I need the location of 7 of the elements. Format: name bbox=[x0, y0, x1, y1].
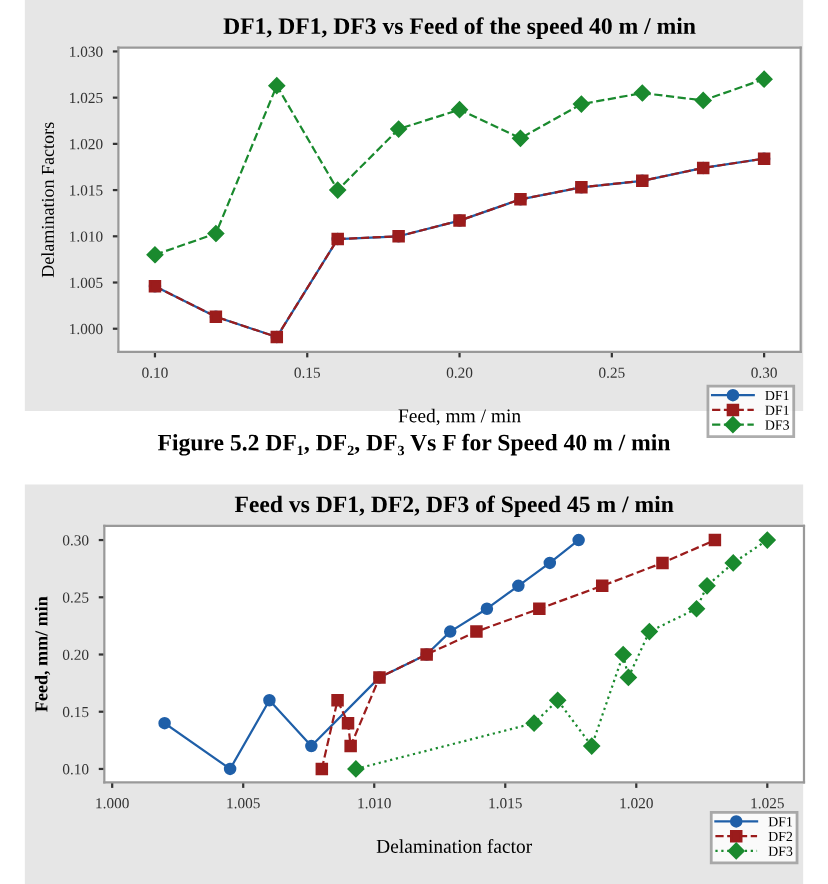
y-axis-title: Feed, mm/ min bbox=[34, 596, 51, 712]
chart-title: DF1, DF1, DF3 vs Feed of the speed 40 m / min bbox=[223, 17, 696, 39]
x-axis-title: Delamination factor bbox=[376, 839, 532, 853]
y-axis-title: Delamination Factors bbox=[41, 122, 54, 278]
x-axis-title: Feed, mm / min bbox=[398, 408, 521, 426]
chart-title: Feed vs DF1, DF2, DF3 of Speed 45 m / min bbox=[234, 495, 674, 518]
caption: Figure 5.2 DF₁, DF₂, DF₃ Vs F for Speed 40 m / min bbox=[157, 433, 671, 456]
